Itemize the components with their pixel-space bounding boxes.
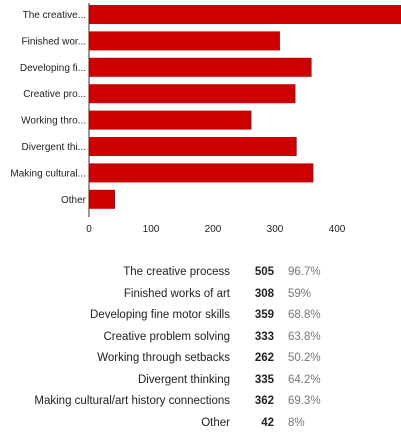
summary-percent: 63.8% bbox=[288, 327, 401, 349]
bar-7 bbox=[89, 190, 115, 209]
tick-labels: 0 100 200 300 400 bbox=[86, 224, 346, 235]
summary-count: 333 bbox=[244, 327, 288, 349]
summary-percent: 8% bbox=[288, 413, 401, 434]
summary-percent: 64.2% bbox=[288, 370, 401, 392]
bar-4 bbox=[89, 111, 251, 130]
bar-0 bbox=[89, 5, 401, 24]
summary-count: 335 bbox=[244, 370, 288, 392]
summary-label: Creative problem solving bbox=[0, 327, 244, 349]
tick-label-200: 200 bbox=[205, 224, 222, 235]
bar-3 bbox=[89, 84, 295, 103]
category-label-4: Working thro... bbox=[21, 116, 86, 127]
summary-label: Developing fine motor skills bbox=[0, 305, 244, 327]
summary-percent: 50.2% bbox=[288, 348, 401, 370]
bar-6 bbox=[89, 163, 313, 182]
category-label-0: The creative... bbox=[23, 10, 86, 21]
summary-count: 359 bbox=[244, 305, 288, 327]
category-label-6: Making cultural... bbox=[10, 168, 86, 179]
summary-percent: 59% bbox=[288, 284, 401, 306]
summary-count: 362 bbox=[244, 391, 288, 413]
tick-label-300: 300 bbox=[267, 224, 284, 235]
tick-label-0: 0 bbox=[86, 224, 92, 235]
bar-2 bbox=[89, 58, 312, 77]
category-label-1: Finished wor... bbox=[22, 36, 86, 47]
summary-percent: 68.8% bbox=[288, 305, 401, 327]
bar-1 bbox=[89, 31, 280, 50]
tick-label-400: 400 bbox=[329, 224, 346, 235]
summary-count: 262 bbox=[244, 348, 288, 370]
summary-label: The creative process bbox=[0, 262, 244, 284]
summary-label: Making cultural/art history connections bbox=[0, 391, 244, 413]
summary-label: Finished works of art bbox=[0, 284, 244, 306]
summary-label: Other bbox=[0, 413, 244, 434]
category-labels: The creative... Finished wor... Developing… bbox=[10, 10, 86, 206]
tick-label-100: 100 bbox=[143, 224, 160, 235]
summary-percent: 69.3% bbox=[288, 391, 401, 413]
summary-count: 308 bbox=[244, 284, 288, 306]
category-label-2: Developing fi... bbox=[20, 63, 86, 74]
bar-chart: The creative... Finished wor... Developing… bbox=[0, 0, 401, 250]
category-label-5: Divergent thi... bbox=[22, 142, 86, 153]
category-label-3: Creative pro... bbox=[23, 89, 86, 100]
bar-5 bbox=[89, 137, 297, 156]
summary-percent: 96.7% bbox=[288, 262, 401, 284]
summary-label: Divergent thinking bbox=[0, 370, 244, 392]
summary-label: Working through setbacks bbox=[0, 348, 244, 370]
bars-layer bbox=[89, 5, 401, 209]
category-label-7: Other bbox=[61, 195, 87, 206]
summary-count: 42 bbox=[244, 413, 288, 434]
summary-count: 505 bbox=[244, 262, 288, 284]
